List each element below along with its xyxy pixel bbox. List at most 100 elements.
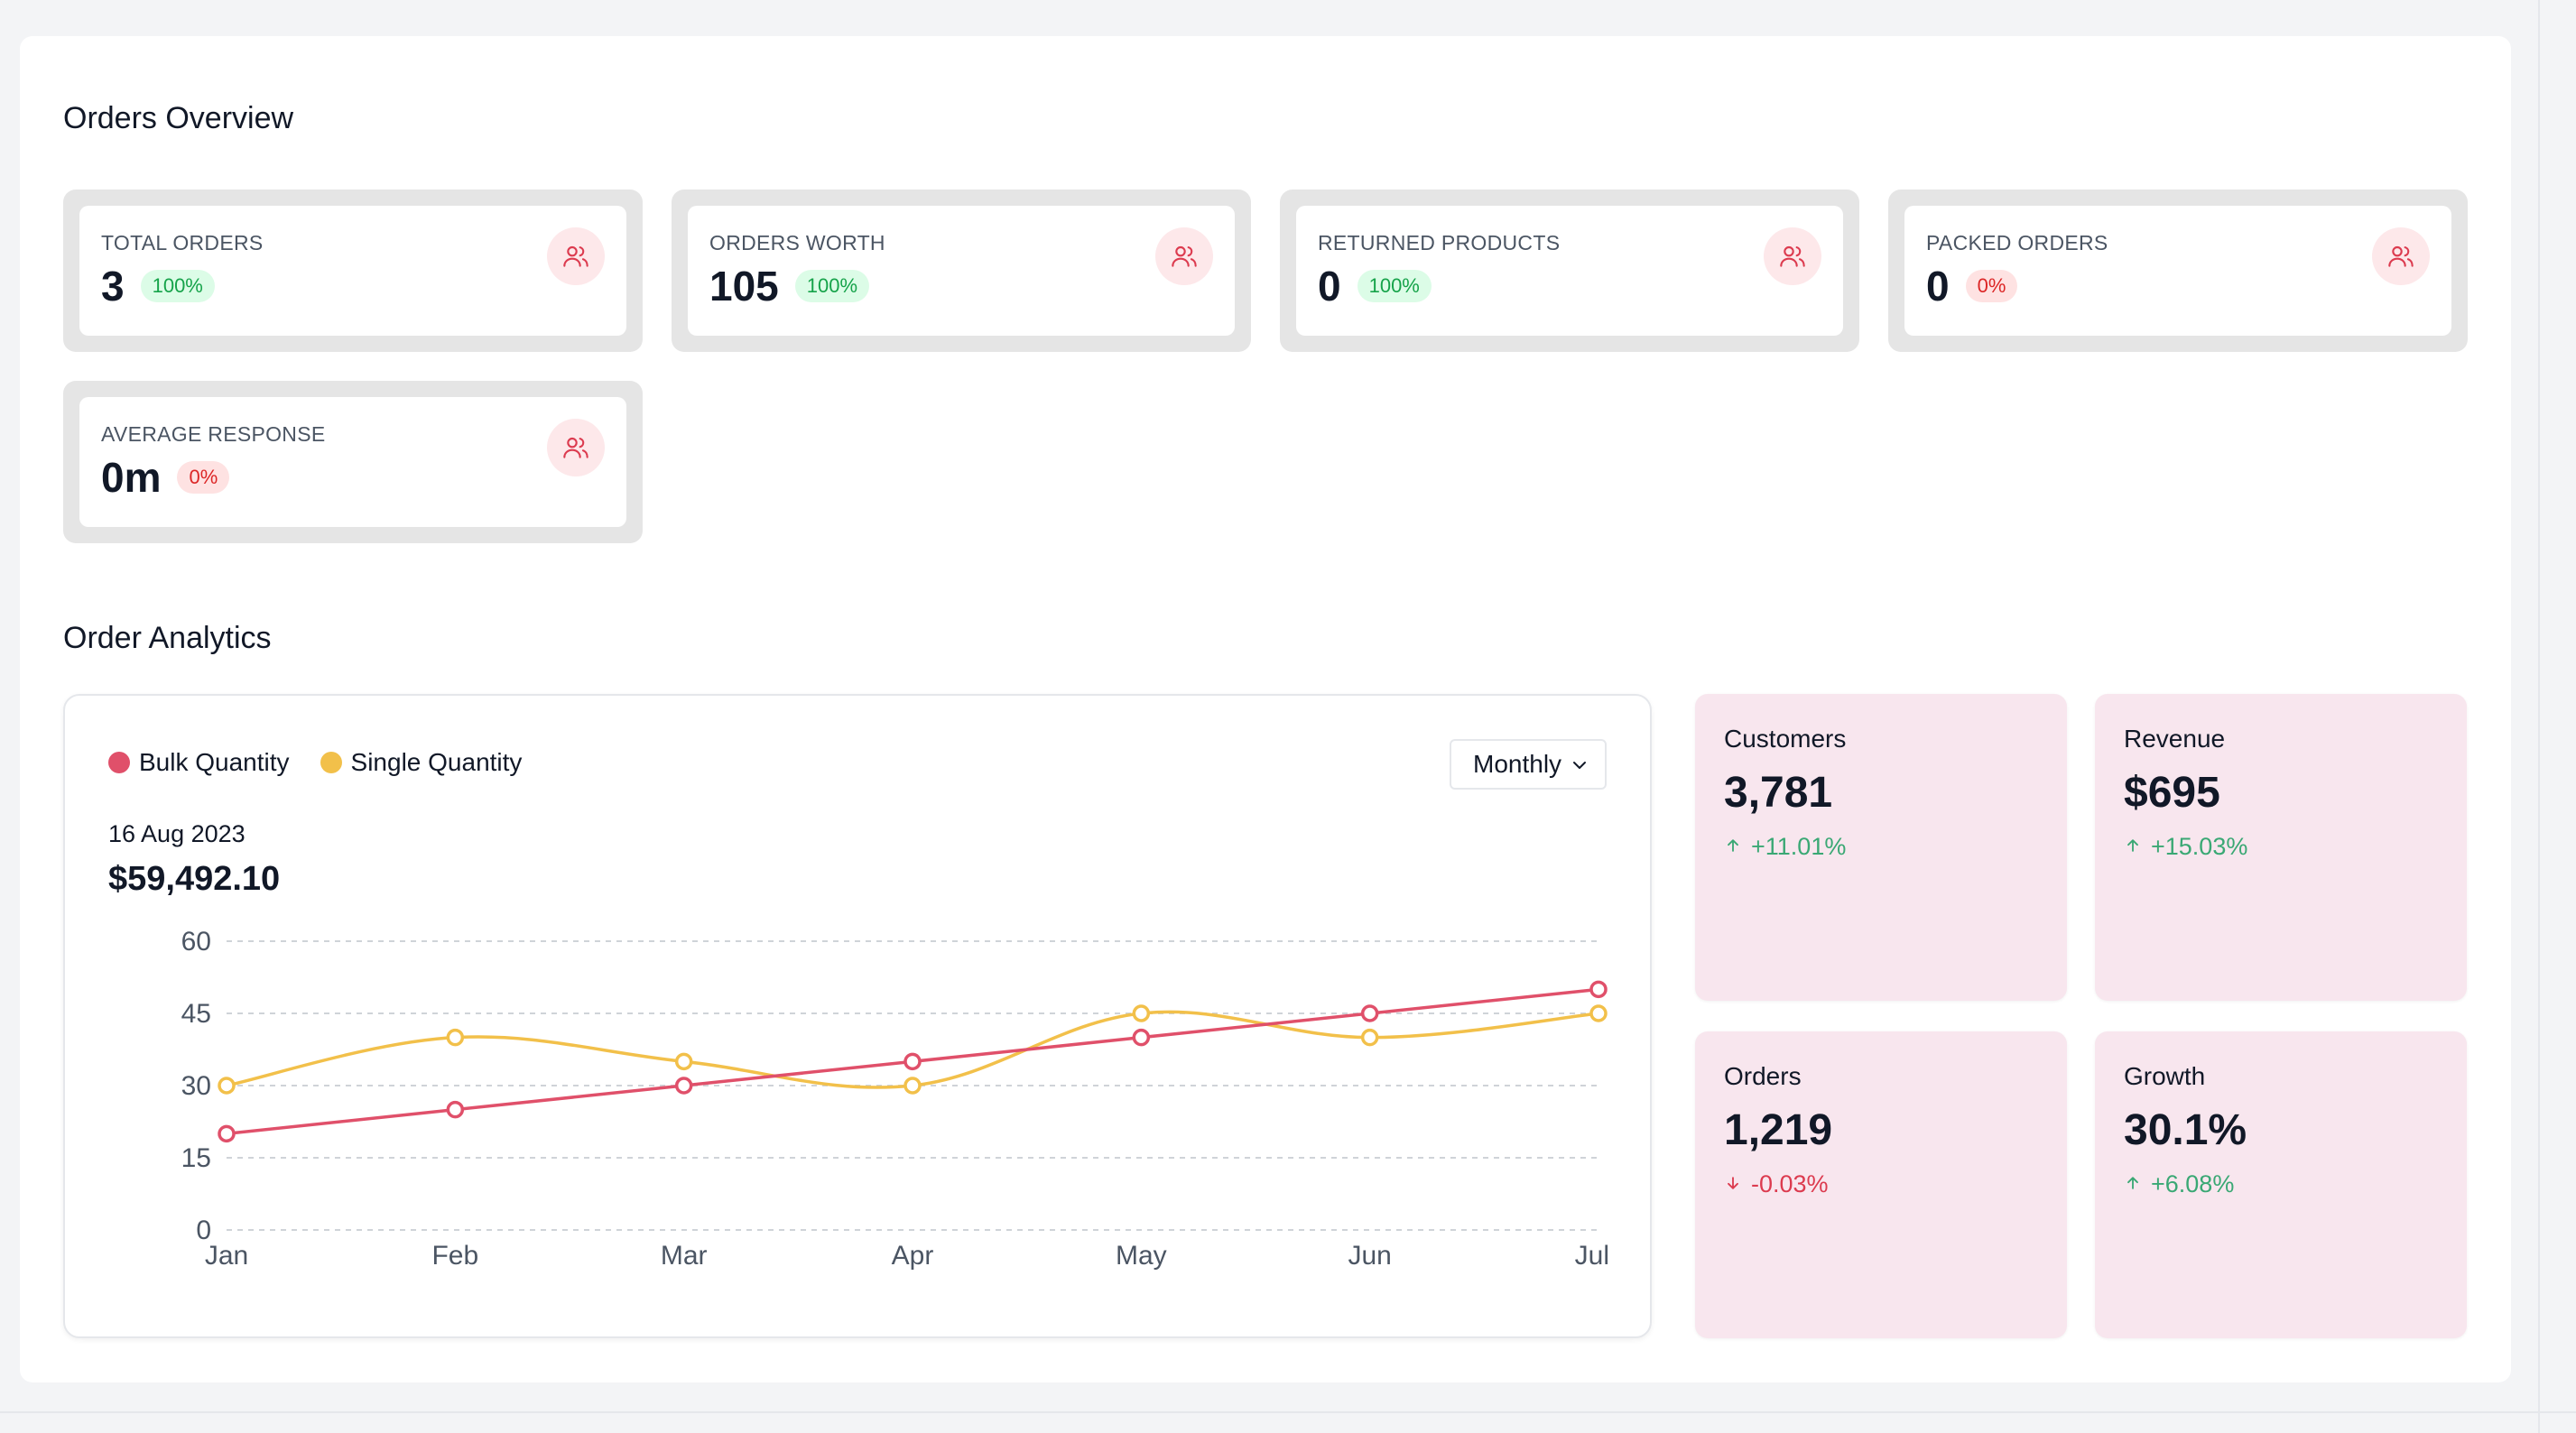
x-tick-label: Feb	[431, 1241, 478, 1271]
stat-value: 105	[709, 263, 779, 310]
orders-overview-title: Orders Overview	[63, 101, 294, 135]
users-icon[interactable]	[2372, 227, 2430, 285]
data-point-single	[674, 1052, 693, 1071]
stat-badge: 100%	[140, 270, 215, 302]
stat-value: 0	[1318, 263, 1341, 310]
legend-dot-bulk	[108, 752, 130, 773]
x-tick-label: Apr	[892, 1241, 934, 1271]
arrow-up-icon	[2124, 1170, 2142, 1198]
data-point-bulk	[903, 1052, 922, 1071]
x-tick-label: Jul	[1575, 1241, 1609, 1271]
kpi-change-value: -0.03%	[1751, 1170, 1829, 1197]
kpi-tile-customers: Customers 3,781 +11.01%	[1695, 694, 2067, 1001]
data-point-bulk	[1360, 1004, 1379, 1022]
kpi-change: +11.01%	[1724, 833, 1846, 861]
users-icon[interactable]	[1764, 227, 1821, 285]
stat-card-inner: ORDERS WORTH 105 100%	[688, 206, 1235, 336]
data-point-bulk	[446, 1100, 465, 1119]
stat-badge: 100%	[1357, 270, 1432, 302]
kpi-tile-orders: Orders 1,219 -0.03%	[1695, 1031, 2067, 1338]
period-select[interactable]: Monthly	[1450, 739, 1607, 790]
x-tick-label: Jan	[205, 1241, 248, 1271]
stat-label: AVERAGE RESPONSE	[101, 422, 326, 446]
stat-badge: 100%	[794, 270, 870, 302]
stat-row: 0 0%	[1926, 262, 2018, 310]
y-tick-label: 45	[181, 999, 211, 1029]
line-chart: 0 15 30 45 60 Jan Feb Mar Apr May Jun Jul	[181, 927, 1609, 1271]
legend-item-single[interactable]: Single Quantity	[320, 748, 523, 777]
stat-card-total-orders: TOTAL ORDERS 3 100%	[63, 190, 643, 352]
kpi-change-value: +11.01%	[1751, 833, 1847, 860]
y-tick-label: 30	[181, 1071, 211, 1101]
stat-card-returned-products: RETURNED PRODUCTS 0 100%	[1280, 190, 1859, 352]
kpi-label: Orders	[1724, 1062, 1802, 1090]
data-point-single	[1360, 1028, 1379, 1047]
period-select-value: Monthly	[1473, 750, 1562, 778]
kpi-value: 3,781	[1724, 769, 1833, 817]
y-tick-label: 60	[181, 927, 211, 957]
stat-card-inner: AVERAGE RESPONSE 0m 0%	[79, 397, 626, 527]
stat-card-orders-worth: ORDERS WORTH 105 100%	[672, 190, 1251, 352]
kpi-change-value: +6.08%	[2151, 1170, 2235, 1197]
order-analytics-title: Order Analytics	[63, 621, 272, 655]
users-icon[interactable]	[1155, 227, 1213, 285]
stat-label: RETURNED PRODUCTS	[1318, 231, 1561, 254]
legend-label-bulk: Bulk Quantity	[139, 748, 290, 776]
x-tick-label: Jun	[1348, 1241, 1391, 1271]
arrow-up-icon	[1724, 833, 1742, 861]
x-tick-label: Mar	[661, 1241, 708, 1271]
kpi-tile-revenue: Revenue $695 +15.03%	[2095, 694, 2467, 1001]
y-tick-label: 0	[196, 1216, 211, 1245]
kpi-label: Customers	[1724, 725, 1847, 753]
kpi-change-value: +15.03%	[2151, 833, 2248, 860]
stat-label: PACKED ORDERS	[1926, 231, 2108, 254]
stat-card-average-response: AVERAGE RESPONSE 0m 0%	[63, 381, 643, 543]
stat-card-inner: RETURNED PRODUCTS 0 100%	[1296, 206, 1843, 336]
users-icon[interactable]	[547, 419, 605, 476]
data-point-single	[446, 1028, 465, 1047]
stat-row: 105 100%	[709, 262, 870, 310]
legend-item-bulk[interactable]: Bulk Quantity	[108, 748, 290, 777]
stat-card-packed-orders: PACKED ORDERS 0 0%	[1888, 190, 2468, 352]
arrow-down-icon	[1724, 1170, 1742, 1198]
kpi-change: +15.03%	[2124, 833, 2247, 861]
data-point-bulk	[1132, 1028, 1151, 1047]
series-line-single	[226, 1010, 1599, 1089]
stat-value: 0m	[101, 454, 162, 501]
kpi-label: Revenue	[2124, 725, 2226, 753]
users-icon[interactable]	[547, 227, 605, 285]
chart-date: 16 Aug 2023	[108, 820, 246, 847]
stat-row: 3 100%	[101, 262, 215, 310]
data-point-bulk	[674, 1077, 693, 1095]
kpi-value: 1,219	[1724, 1106, 1833, 1154]
data-point-bulk	[1589, 980, 1608, 999]
bottom-divider	[0, 1411, 2576, 1413]
kpi-change: +6.08%	[2124, 1170, 2234, 1198]
chart-amount: $59,492.10	[108, 860, 281, 898]
data-point-single	[1589, 1004, 1608, 1022]
stat-row: 0m 0%	[101, 453, 230, 502]
arrow-up-icon	[2124, 833, 2142, 861]
chevron-down-icon	[1569, 753, 1590, 782]
chart-legend: Bulk Quantity Single Quantity	[108, 748, 522, 777]
order-analytics-chart-card: Bulk Quantity Single Quantity Monthly 16…	[63, 694, 1652, 1338]
kpi-label: Growth	[2124, 1062, 2206, 1090]
stat-badge: 0%	[1965, 270, 2018, 302]
data-point-bulk	[218, 1124, 236, 1143]
scrollbar-track[interactable]	[2538, 0, 2540, 1433]
data-point-single	[218, 1077, 236, 1095]
kpi-value: $695	[2124, 769, 2220, 817]
stat-label: TOTAL ORDERS	[101, 231, 264, 254]
stat-value: 0	[1926, 263, 1950, 310]
stat-value: 3	[101, 263, 125, 310]
x-tick-label: May	[1116, 1241, 1167, 1271]
data-point-single	[903, 1077, 922, 1095]
y-tick-label: 15	[181, 1143, 211, 1173]
stat-card-inner: TOTAL ORDERS 3 100%	[79, 206, 626, 336]
stat-label: ORDERS WORTH	[709, 231, 885, 254]
legend-dot-single	[320, 752, 342, 773]
stat-badge: 0%	[177, 461, 230, 494]
kpi-tile-growth: Growth 30.1% +6.08%	[2095, 1031, 2467, 1338]
legend-label-single: Single Quantity	[350, 748, 523, 776]
kpi-change: -0.03%	[1724, 1170, 1829, 1198]
